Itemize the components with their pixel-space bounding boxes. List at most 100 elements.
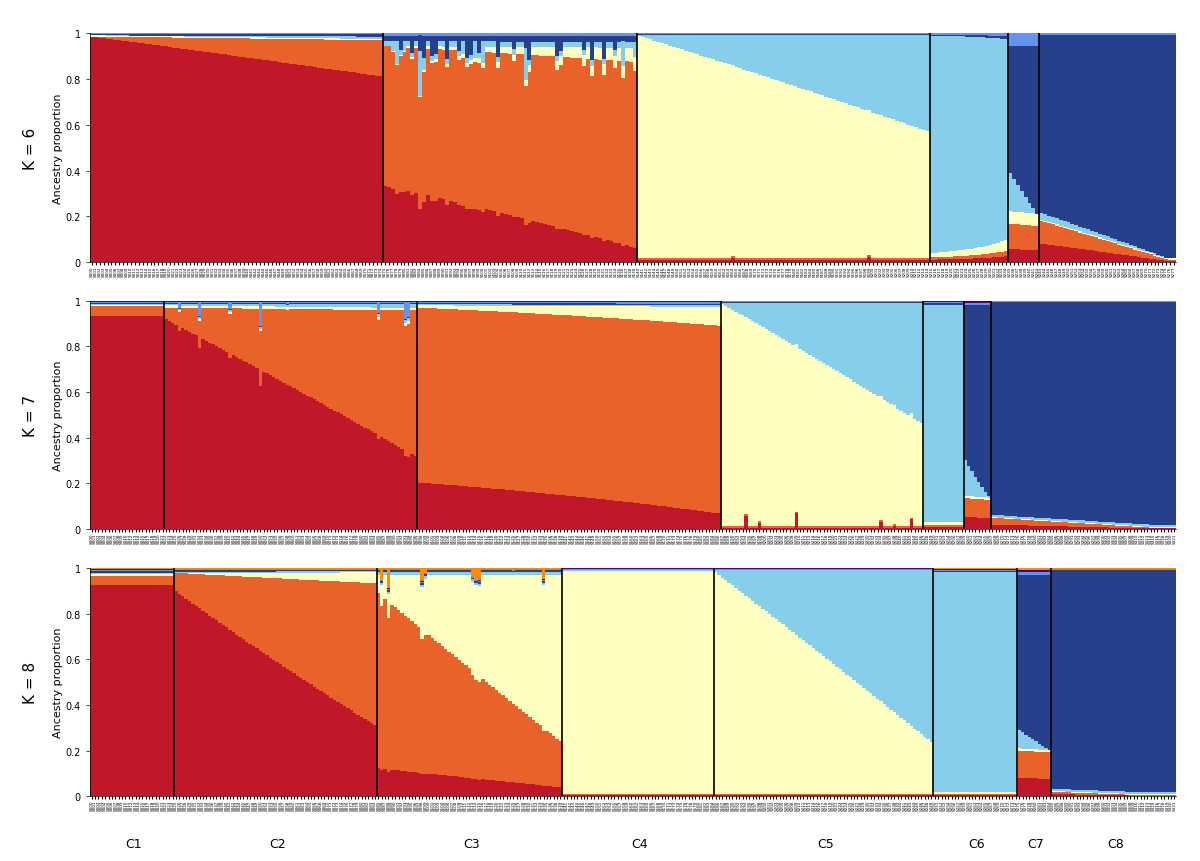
Bar [137, 573, 140, 574]
Bar [168, 574, 170, 576]
Bar [161, 39, 164, 46]
Bar [988, 794, 990, 796]
Bar [336, 304, 340, 305]
Bar [656, 322, 660, 506]
Bar [997, 303, 1001, 516]
Bar [140, 37, 145, 38]
Bar [1145, 251, 1148, 253]
Bar [707, 794, 710, 796]
Bar [386, 590, 390, 592]
Bar [234, 38, 239, 40]
Bar [114, 571, 118, 572]
Bar [515, 304, 518, 305]
Bar [1044, 573, 1048, 575]
Bar [100, 574, 103, 576]
Bar [1082, 229, 1086, 233]
Bar [349, 570, 353, 571]
Bar [984, 36, 989, 39]
Bar [1098, 303, 1102, 522]
Bar [106, 36, 109, 38]
Bar [481, 779, 485, 796]
Bar [157, 301, 161, 302]
Bar [1067, 34, 1070, 35]
Bar [120, 316, 124, 530]
Bar [1164, 35, 1169, 258]
Bar [326, 307, 330, 310]
Bar [151, 568, 154, 569]
Bar [239, 577, 242, 637]
Bar [239, 35, 242, 37]
Bar [286, 571, 289, 572]
Bar [943, 568, 947, 569]
Bar [815, 651, 818, 794]
Bar [485, 570, 488, 571]
Bar [816, 259, 821, 261]
Bar [965, 34, 968, 36]
Bar [377, 769, 380, 796]
Bar [502, 302, 505, 304]
Bar [383, 573, 386, 575]
Bar [714, 571, 718, 573]
Bar [377, 571, 380, 573]
Bar [811, 529, 815, 530]
Bar [360, 301, 364, 302]
Bar [641, 38, 644, 259]
Bar [576, 304, 580, 306]
Bar [326, 302, 330, 304]
Bar [90, 307, 94, 316]
Bar [839, 374, 842, 526]
Bar [576, 317, 580, 497]
Bar [474, 301, 478, 302]
Bar [278, 301, 282, 302]
Bar [1141, 34, 1145, 35]
Bar [559, 301, 563, 303]
Bar [1058, 523, 1061, 527]
Bar [670, 323, 673, 508]
Bar [349, 301, 353, 302]
Bar [319, 572, 323, 573]
Bar [977, 792, 980, 794]
Bar [491, 304, 494, 305]
Bar [461, 486, 464, 530]
Bar [157, 304, 161, 305]
Bar [164, 572, 168, 573]
Bar [893, 571, 896, 712]
Bar [442, 42, 445, 47]
Bar [640, 307, 643, 320]
Bar [988, 306, 990, 496]
Bar [252, 304, 256, 305]
Bar [964, 461, 967, 496]
Bar [532, 34, 535, 37]
Bar [370, 571, 373, 572]
Bar [680, 306, 684, 307]
Bar [332, 310, 336, 411]
Bar [1027, 778, 1031, 796]
Bar [120, 576, 124, 585]
Bar [900, 571, 902, 718]
Bar [785, 303, 788, 342]
Bar [127, 305, 131, 306]
Bar [445, 60, 450, 65]
Bar [100, 316, 103, 530]
Bar [230, 57, 234, 263]
Bar [751, 571, 755, 601]
Bar [295, 301, 299, 302]
Bar [1172, 262, 1176, 263]
Bar [994, 571, 997, 572]
Bar [90, 302, 94, 304]
Bar [424, 308, 427, 484]
Bar [476, 34, 481, 37]
Bar [431, 302, 434, 304]
Bar [410, 455, 414, 530]
Bar [1075, 790, 1079, 792]
Bar [902, 35, 906, 124]
Bar [528, 302, 532, 304]
Bar [410, 622, 414, 772]
Bar [380, 305, 384, 308]
Bar [140, 307, 144, 316]
Bar [1074, 231, 1079, 232]
Bar [323, 570, 326, 571]
Bar [407, 301, 410, 302]
Bar [556, 787, 559, 796]
Bar [149, 35, 152, 36]
